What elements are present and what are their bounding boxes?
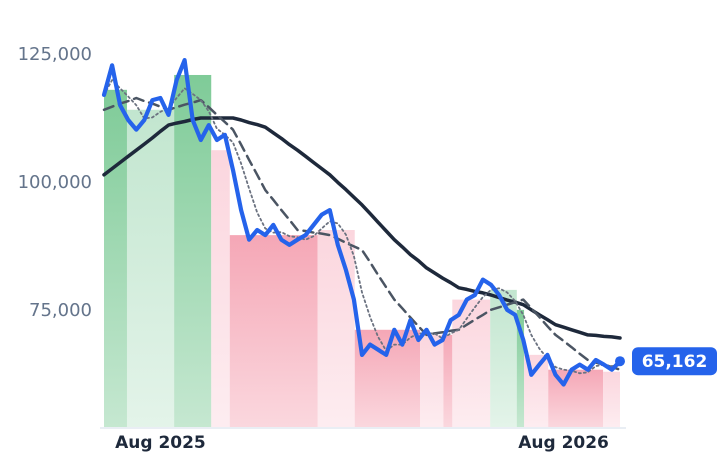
- regime-band: [126, 109, 175, 427]
- x-tick-label: Aug 2026: [518, 433, 609, 453]
- x-tick-label: Aug 2025: [115, 433, 206, 453]
- regime-band: [516, 309, 525, 427]
- regime-band: [603, 371, 620, 427]
- regime-band: [317, 230, 355, 427]
- regime-band: [211, 150, 230, 428]
- y-tick-label: 125,000: [18, 44, 92, 65]
- regime-band: [229, 235, 318, 427]
- regime-band: [420, 334, 444, 427]
- y-tick-label: 100,000: [18, 172, 92, 193]
- last-value-badge: [632, 347, 717, 376]
- regime-band: [490, 289, 517, 427]
- regime-band: [104, 89, 127, 427]
- last-value-label: 65,162: [642, 352, 708, 372]
- series-line: [101, 58, 623, 387]
- regime-band: [443, 334, 453, 427]
- y-tick-label: 75,000: [29, 300, 92, 321]
- regime-band: [452, 299, 491, 427]
- last-value-dot: [615, 356, 625, 367]
